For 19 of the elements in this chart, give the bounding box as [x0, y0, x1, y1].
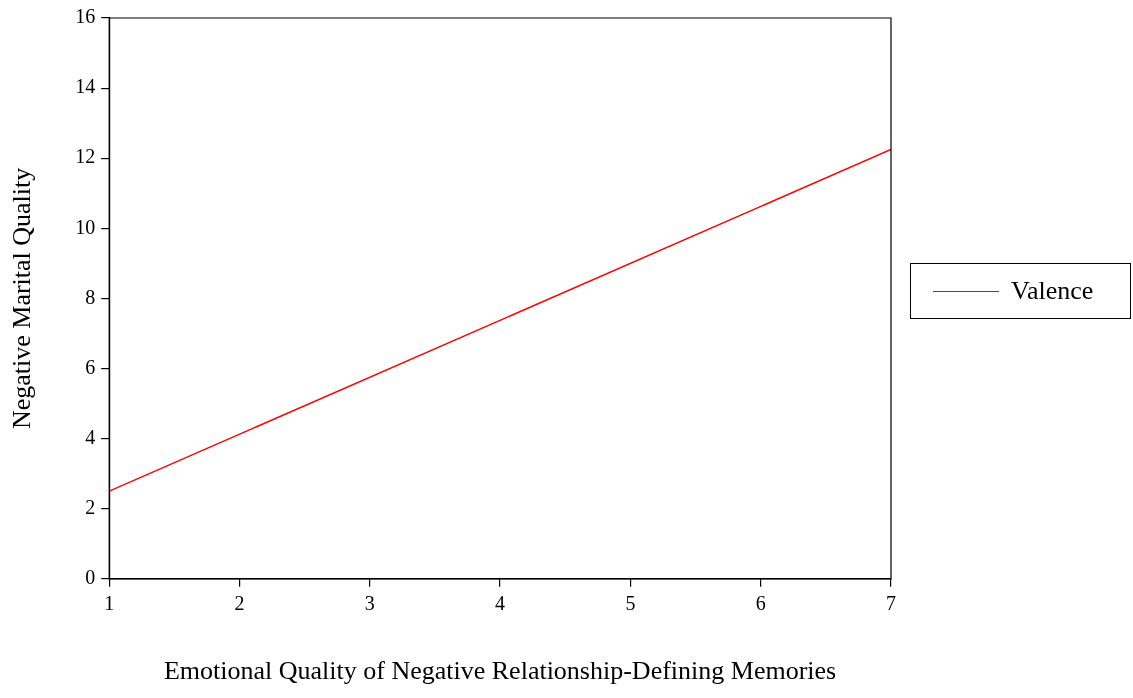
x-tick-label: 4: [495, 592, 506, 615]
y-tick-label: 2: [85, 495, 96, 518]
x-tick-label: 6: [755, 592, 766, 615]
y-tick-label: 12: [75, 145, 96, 168]
y-tick-label: 16: [75, 5, 96, 28]
y-tick-label: 0: [85, 566, 96, 589]
x-tick-label: 5: [625, 592, 636, 615]
y-tick-label: 6: [85, 355, 96, 378]
y-tick-label: 14: [75, 75, 96, 98]
y-tick-label: 8: [85, 285, 96, 308]
y-tick-label: 4: [85, 425, 96, 448]
x-tick-label: 7: [886, 592, 896, 615]
x-tick-label: 3: [364, 592, 375, 615]
x-axis-title: Emotional Quality of Negative Relationship-Defining Memories: [163, 656, 837, 686]
y-tick-label: 10: [75, 215, 96, 238]
x-tick-label: 1: [104, 592, 115, 615]
legend-label: Valence: [1011, 276, 1094, 306]
x-tick-label: 2: [234, 592, 245, 615]
y-axis-title: Negative Marital Quality: [7, 167, 37, 430]
